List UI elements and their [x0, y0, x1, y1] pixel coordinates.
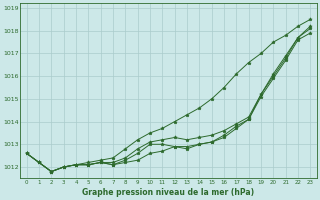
X-axis label: Graphe pression niveau de la mer (hPa): Graphe pression niveau de la mer (hPa) — [83, 188, 255, 197]
